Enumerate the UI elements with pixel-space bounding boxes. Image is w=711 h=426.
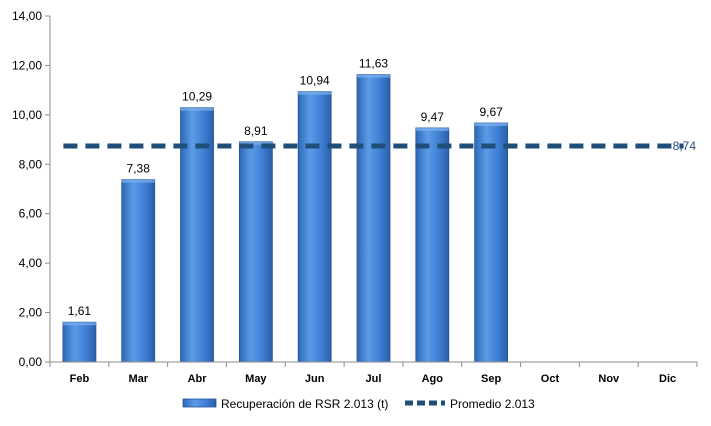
x-tick-label: Abr	[188, 373, 208, 385]
bar-highlight	[416, 128, 449, 131]
bar	[357, 75, 390, 362]
y-tick-label: 2,00	[19, 306, 43, 320]
x-tick-label: Ago	[422, 373, 444, 385]
bar	[239, 142, 272, 362]
data-label: 1,61	[68, 304, 92, 318]
x-tick-label: Jun	[305, 373, 325, 385]
bar-highlight	[122, 180, 155, 183]
legend-bar-swatch	[183, 399, 216, 407]
bar	[416, 128, 449, 362]
x-tick-label: Nov	[598, 373, 620, 385]
y-tick-label: 4,00	[19, 256, 43, 270]
bar-highlight	[475, 123, 508, 126]
x-tick-label: Feb	[70, 373, 90, 385]
bar	[63, 322, 96, 362]
bar	[122, 180, 155, 362]
y-tick-label: 0,00	[19, 355, 43, 369]
x-tick-label: Dic	[659, 373, 676, 385]
x-axis: Feb Mar Abr May Jun Jul Ago Sep Oct Nov Dic	[50, 362, 697, 385]
y-tick-label: 10,00	[12, 108, 42, 122]
bars: 1,61 7,38 10,29 8,91 10,94 11,63 9,47 9,67	[63, 57, 508, 362]
bar-highlight	[298, 92, 331, 95]
bar	[298, 92, 331, 362]
y-tick-label: 12,00	[12, 58, 42, 72]
x-tick-label: May	[245, 373, 267, 385]
data-label: 8,91	[244, 124, 268, 138]
legend-bar-label: Recuperación de RSR 2.013 (t)	[221, 397, 388, 411]
data-label: 9,47	[421, 110, 445, 124]
bar-highlight	[357, 75, 390, 78]
y-axis: 0,00 2,00 4,00 6,00 8,00 10,00 12,00 14,00	[12, 9, 50, 369]
bar-highlight	[63, 322, 96, 325]
data-label: 10,29	[182, 90, 212, 104]
legend: Recuperación de RSR 2.013 (t) Promedio 2.…	[183, 397, 535, 411]
x-tick-label: Mar	[128, 373, 148, 385]
bar-highlight	[181, 108, 214, 111]
x-tick-label: Oct	[541, 373, 560, 385]
data-label: 10,94	[300, 74, 330, 88]
x-tick-label: Sep	[481, 373, 501, 385]
legend-line-label: Promedio 2.013	[450, 397, 535, 411]
y-tick-label: 6,00	[19, 207, 43, 221]
x-tick-label: Jul	[366, 373, 382, 385]
data-label: 7,38	[127, 162, 151, 176]
bar	[475, 123, 508, 362]
y-tick-label: 14,00	[12, 9, 42, 23]
data-label: 11,63	[359, 57, 388, 71]
average-label: 8,74	[673, 139, 697, 153]
data-label: 9,67	[479, 105, 503, 119]
y-tick-label: 8,00	[19, 157, 43, 171]
